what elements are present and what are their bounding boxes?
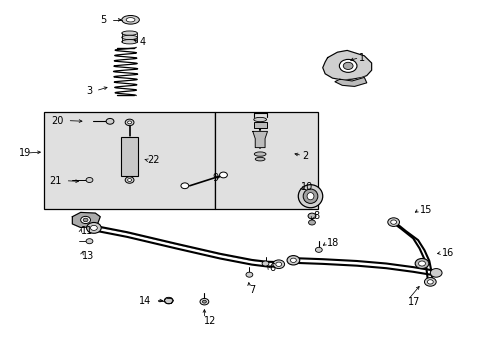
Circle shape — [245, 272, 252, 277]
Circle shape — [315, 247, 322, 252]
Text: 22: 22 — [147, 155, 160, 165]
Circle shape — [83, 218, 88, 222]
Text: 6: 6 — [268, 263, 275, 273]
Text: 8: 8 — [312, 211, 319, 221]
Bar — [253, 122, 266, 128]
Bar — [215, 112, 317, 209]
Text: 5: 5 — [100, 15, 106, 25]
Text: 2: 2 — [302, 150, 308, 161]
Ellipse shape — [126, 18, 135, 22]
Circle shape — [418, 261, 425, 266]
Text: 7: 7 — [249, 285, 255, 295]
Circle shape — [219, 172, 227, 178]
Ellipse shape — [122, 31, 137, 35]
Circle shape — [200, 298, 208, 305]
Text: 1: 1 — [359, 53, 365, 63]
Text: 20: 20 — [51, 116, 63, 126]
Text: 18: 18 — [326, 238, 338, 248]
Bar — [44, 112, 215, 209]
Circle shape — [414, 258, 428, 269]
Circle shape — [202, 300, 206, 303]
Circle shape — [286, 256, 299, 265]
Circle shape — [290, 258, 296, 262]
Circle shape — [127, 179, 131, 181]
Circle shape — [181, 183, 188, 189]
Circle shape — [81, 216, 90, 224]
Circle shape — [307, 213, 315, 219]
Circle shape — [308, 220, 315, 225]
Text: 12: 12 — [204, 316, 216, 326]
Circle shape — [125, 177, 134, 183]
Text: 19: 19 — [19, 148, 31, 158]
Text: 15: 15 — [419, 204, 431, 215]
Ellipse shape — [254, 152, 265, 156]
Circle shape — [427, 280, 432, 284]
Circle shape — [127, 121, 131, 124]
Circle shape — [90, 225, 97, 230]
Ellipse shape — [122, 40, 137, 44]
Ellipse shape — [253, 117, 266, 122]
Circle shape — [86, 222, 101, 233]
Ellipse shape — [122, 35, 137, 40]
Circle shape — [86, 177, 93, 183]
Ellipse shape — [303, 189, 317, 203]
Text: 10: 10 — [300, 182, 312, 192]
Polygon shape — [72, 212, 100, 228]
Circle shape — [125, 119, 134, 126]
Circle shape — [164, 297, 173, 304]
Bar — [121, 137, 138, 176]
Circle shape — [387, 218, 399, 226]
Text: 16: 16 — [441, 248, 453, 258]
Circle shape — [86, 239, 93, 244]
Circle shape — [429, 269, 441, 277]
Text: 4: 4 — [139, 37, 145, 47]
Polygon shape — [334, 77, 366, 86]
Text: 11: 11 — [81, 226, 93, 236]
Polygon shape — [322, 50, 371, 80]
Polygon shape — [252, 131, 267, 148]
Ellipse shape — [306, 193, 313, 200]
Ellipse shape — [298, 185, 322, 208]
Circle shape — [343, 62, 352, 69]
Text: 9: 9 — [212, 173, 219, 183]
Text: 3: 3 — [86, 86, 93, 96]
Text: 14: 14 — [139, 296, 151, 306]
Ellipse shape — [255, 157, 264, 161]
Circle shape — [275, 262, 281, 266]
Circle shape — [424, 278, 435, 286]
Circle shape — [106, 118, 114, 124]
Text: 21: 21 — [49, 176, 61, 186]
Circle shape — [262, 261, 268, 266]
Text: 13: 13 — [82, 251, 94, 261]
Text: 17: 17 — [407, 297, 420, 307]
Ellipse shape — [122, 15, 139, 24]
Circle shape — [339, 59, 356, 72]
Circle shape — [272, 260, 284, 269]
Circle shape — [390, 220, 396, 224]
